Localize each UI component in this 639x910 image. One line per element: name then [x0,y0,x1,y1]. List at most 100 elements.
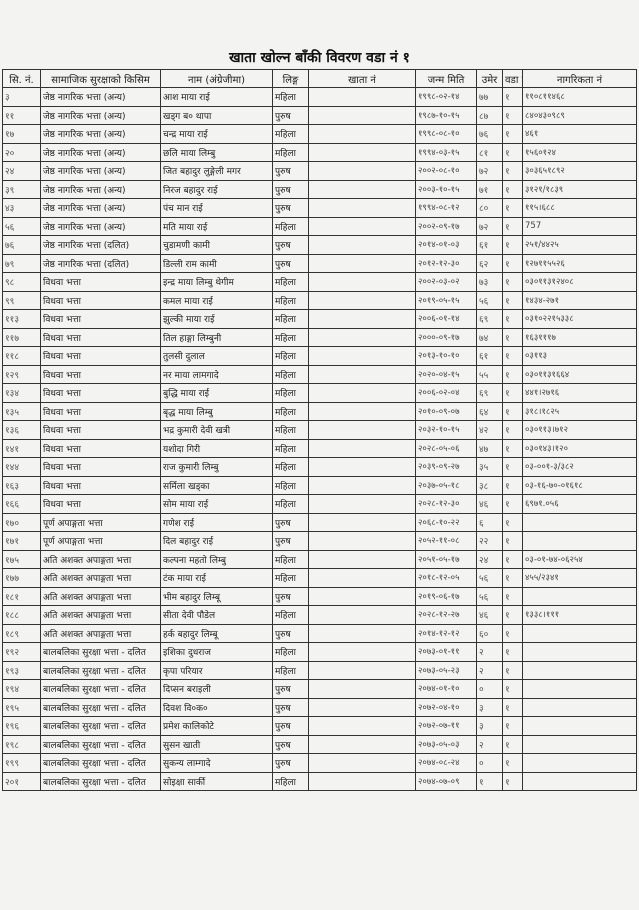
cell-gender: महिला [272,660,309,680]
cell-date-of-birth: २०३२-१०-१५ [415,420,477,440]
cell-date-of-birth: २०७३-०१-११ [415,642,477,662]
cell-date-of-birth: २०००-०९-१७ [415,327,477,347]
cell-age: ६१ [476,346,503,366]
cell-account-number [308,309,416,329]
cell-ward-number: १ [502,87,523,107]
cell-serial-number: १९४ [2,679,41,699]
cell-age: ६० [476,623,503,643]
table-row: १८८ अति अशक्त अपाङ्गता भत्ता सीता देवी पौड… [2,605,637,625]
cell-age: २२ [476,531,503,551]
cell-gender: पुरुष [272,679,309,699]
cell-serial-number: १९८ [2,734,41,754]
cell-name: सीता देवी पौडेल [160,605,273,625]
cell-scheme-type: विधवा भत्ता [40,309,161,329]
cell-scheme-type: जेष्ठ नागरिक भत्ता (दलित) [40,253,161,273]
cell-account-number [308,475,416,495]
cell-account-number [308,623,416,643]
cell-date-of-birth: २००३-१०-१५ [415,179,477,199]
cell-date-of-birth: २००२-०९-१७ [415,216,477,236]
cell-gender: महिला [272,605,309,625]
cell-date-of-birth: २०२०-०४-१५ [415,364,477,384]
cell-name: झुल्की माया राई [160,309,273,329]
cell-scheme-type: जेष्ठ नागरिक भत्ता (दलित) [40,235,161,255]
cell-name: सोइक्षा सार्की [160,771,273,791]
cell-scheme-type: अति अशक्त अपाङ्गता भत्ता [40,549,161,569]
cell-citizenship-number: १५६०१२४ [522,142,637,162]
cell-date-of-birth: २०७३-०५-२३ [415,660,477,680]
cell-serial-number: १७७ [2,568,41,588]
cell-name: इशिका दुधराज [160,642,273,662]
cell-age: ६४ [476,401,503,421]
cell-ward-number: १ [502,309,523,329]
cell-ward-number: १ [502,475,523,495]
table-row: ११८ विधवा भत्ता तुलसी दुलाल महिला २०१३-१०-१०… [2,346,637,366]
cell-citizenship-number: ०३०११३।७१२ [522,420,637,440]
cell-name: राज कुमारी लिम्बु [160,457,273,477]
cell-ward-number: १ [502,198,523,218]
cell-date-of-birth: २००२-०८-१० [415,161,477,181]
cell-serial-number: २०१ [2,771,41,791]
cell-account-number [308,660,416,680]
cell-date-of-birth: १९८७-१०-१५ [415,105,477,125]
cell-gender: पुरुष [272,697,309,717]
column-header-citizenship-number: नागरिकता नं [522,69,637,88]
column-header-date-of-birth: जन्म मिति [415,69,477,88]
cell-citizenship-number: ०३११३ [522,346,637,366]
cell-citizenship-number: १६३१११७ [522,327,637,347]
cell-date-of-birth: २०१३-१०-१० [415,346,477,366]
cell-gender: पुरुष [272,512,309,532]
cell-age: ७७ [476,87,503,107]
cell-serial-number: १८९ [2,623,41,643]
table-row: ११३ विधवा भत्ता झुल्की माया राई महिला २००६-०… [2,309,637,329]
cell-gender: महिला [272,438,309,458]
cell-scheme-type: जेष्ठ नागरिक भत्ता (अन्य) [40,216,161,236]
cell-age: ४७ [476,438,503,458]
cell-account-number [308,716,416,736]
cell-age: ८१ [476,142,503,162]
cell-citizenship-number: ०३-१६-७०-०१६१८ [522,475,637,495]
cell-scheme-type: विधवा भत्ता [40,420,161,440]
cell-gender: पुरुष [272,753,309,773]
cell-serial-number: १९३ [2,660,41,680]
cell-serial-number: १८८ [2,605,41,625]
cell-age: ६१ [476,235,503,255]
cell-scheme-type: बालबलिका सुरक्षा भत्ता - दलित [40,660,161,680]
table-body: ३ जेष्ठ नागरिक भत्ता (अन्य) आश माया राई महि… [2,87,637,791]
cell-name: दिल बहादुर राई [160,531,273,551]
cell-citizenship-number: ३०३६५१८९२ [522,161,637,181]
cell-name: चुडामणी कामी [160,235,273,255]
cell-date-of-birth: २०२८-१२-२७ [415,605,477,625]
cell-name: प्रमेश कालिकोटे [160,716,273,736]
cell-name: दिप्सन बराइली [160,679,273,699]
cell-age: ५६ [476,290,503,310]
cell-age: १ [476,771,503,791]
cell-name: छलि माया लिम्बु [160,142,273,162]
cell-citizenship-number: ११५।६८८ [522,198,637,218]
table-row: ५६ जेष्ठ नागरिक भत्ता (अन्य) मति माया राई म… [2,216,637,236]
cell-date-of-birth: १९९४-०८-१२ [415,198,477,218]
cell-date-of-birth: २०१४-१२-१२ [415,623,477,643]
cell-age: ६२ [476,253,503,273]
cell-account-number [308,179,416,199]
cell-age: ५६ [476,568,503,588]
cell-serial-number: १३५ [2,401,41,421]
cell-gender: पुरुष [272,105,309,125]
cell-serial-number: १३६ [2,420,41,440]
cell-ward-number: १ [502,771,523,791]
cell-scheme-type: बालबलिका सुरक्षा भत्ता - दलित [40,642,161,662]
cell-ward-number: १ [502,383,523,403]
cell-date-of-birth: २०७४-०१-१० [415,679,477,699]
cell-age: २ [476,734,503,754]
cell-date-of-birth: २००६-०१-१४ [415,309,477,329]
cell-serial-number: ४३ [2,198,41,218]
cell-date-of-birth: २०१८-१२-०५ [415,568,477,588]
cell-name: सर्मिला खड्का [160,475,273,495]
table-row: १६३ विधवा भत्ता सर्मिला खड्का महिला २०३७-०५-… [2,475,637,495]
cell-gender: पुरुष [272,235,309,255]
cell-serial-number: ३९ [2,179,41,199]
cell-gender: पुरुष [272,179,309,199]
cell-age: ४६ [476,605,503,625]
cell-account-number [308,272,416,292]
cell-name: आश माया राई [160,87,273,107]
cell-citizenship-number: २५१/४४२५ [522,235,637,255]
